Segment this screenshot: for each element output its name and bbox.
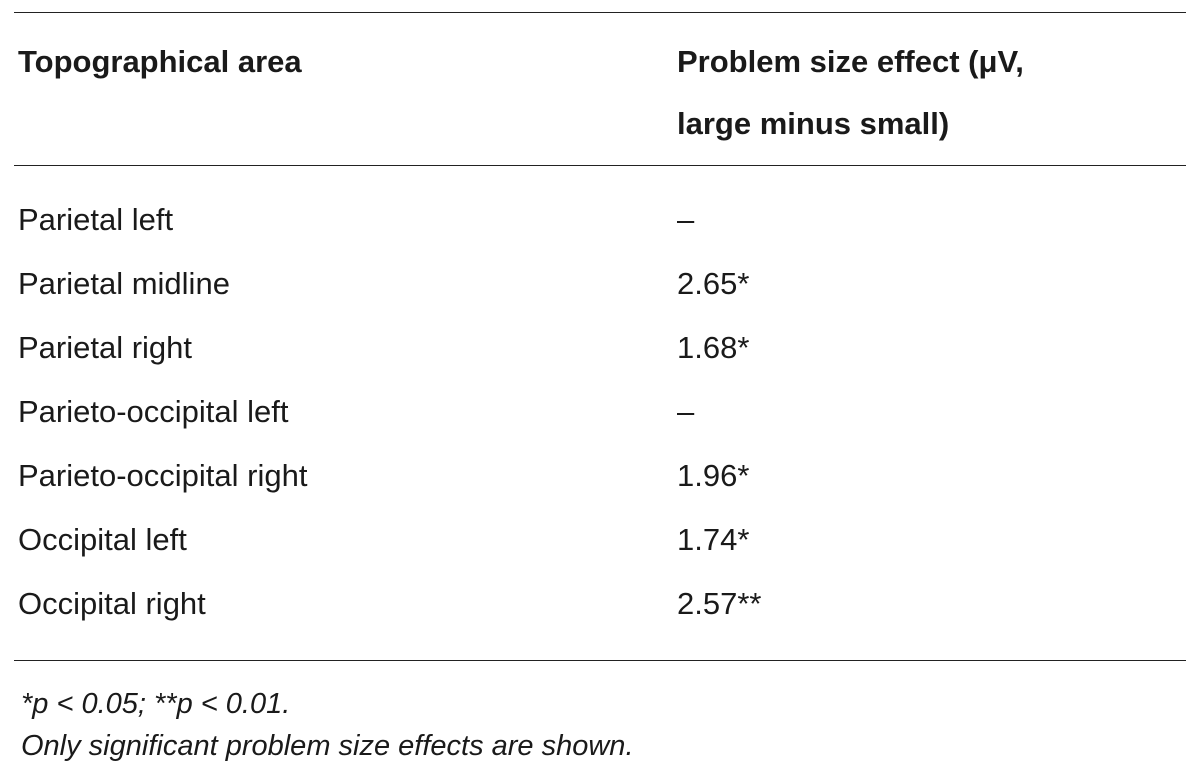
- header-problem-size-effect: Problem size effect (μV, large minus sma…: [677, 31, 1177, 155]
- cell-effect: 1.96*: [677, 458, 750, 493]
- cell-area: Occipital right: [18, 586, 206, 621]
- header-topographical-area: Topographical area: [18, 44, 302, 79]
- table-row: Parieto-occipital right 1.96*: [14, 444, 1186, 508]
- cell-effect: –: [677, 394, 695, 429]
- header-effect-line-2: large minus small): [677, 106, 950, 141]
- table-top-rule: [14, 12, 1186, 13]
- cell-effect: –: [677, 202, 695, 237]
- table-row: Parietal midline 2.65*: [14, 252, 1186, 316]
- table-row: Parietal right 1.68*: [14, 316, 1186, 380]
- table-row: Parieto-occipital left –: [14, 380, 1186, 444]
- cell-area: Parietal right: [18, 330, 193, 365]
- cell-effect: 1.68*: [677, 330, 750, 365]
- footnote-note: Only significant problem size effects ar…: [21, 730, 634, 762]
- table-bottom-rule: [14, 660, 1186, 661]
- cell-effect: 2.57**: [677, 586, 762, 621]
- cell-effect: 2.65*: [677, 266, 750, 301]
- cell-area: Occipital left: [18, 522, 187, 557]
- table-row: Occipital right 2.57**: [14, 572, 1186, 636]
- cell-area: Parieto-occipital left: [18, 394, 289, 429]
- table-footnotes: *p < 0.05; **p < 0.01. Only significant …: [14, 661, 1186, 767]
- table-row: Parietal left –: [14, 188, 1186, 252]
- data-table: Topographical area Problem size effect (…: [14, 12, 1186, 767]
- header-bottom-rule: [14, 165, 1186, 166]
- cell-area: Parieto-occipital right: [18, 458, 308, 493]
- cell-area: Parietal left: [18, 202, 174, 237]
- table-row: Occipital left 1.74*: [14, 508, 1186, 572]
- table-header: Topographical area Problem size effect (…: [14, 13, 1186, 165]
- table-body: Parietal left – Parietal midline 2.65* P…: [14, 166, 1186, 660]
- cell-area: Parietal midline: [18, 266, 230, 301]
- cell-effect: 1.74*: [677, 522, 750, 557]
- footnote-significance: *p < 0.05; **p < 0.01.: [21, 688, 291, 720]
- header-effect-line-1: Problem size effect (μV,: [677, 44, 1024, 79]
